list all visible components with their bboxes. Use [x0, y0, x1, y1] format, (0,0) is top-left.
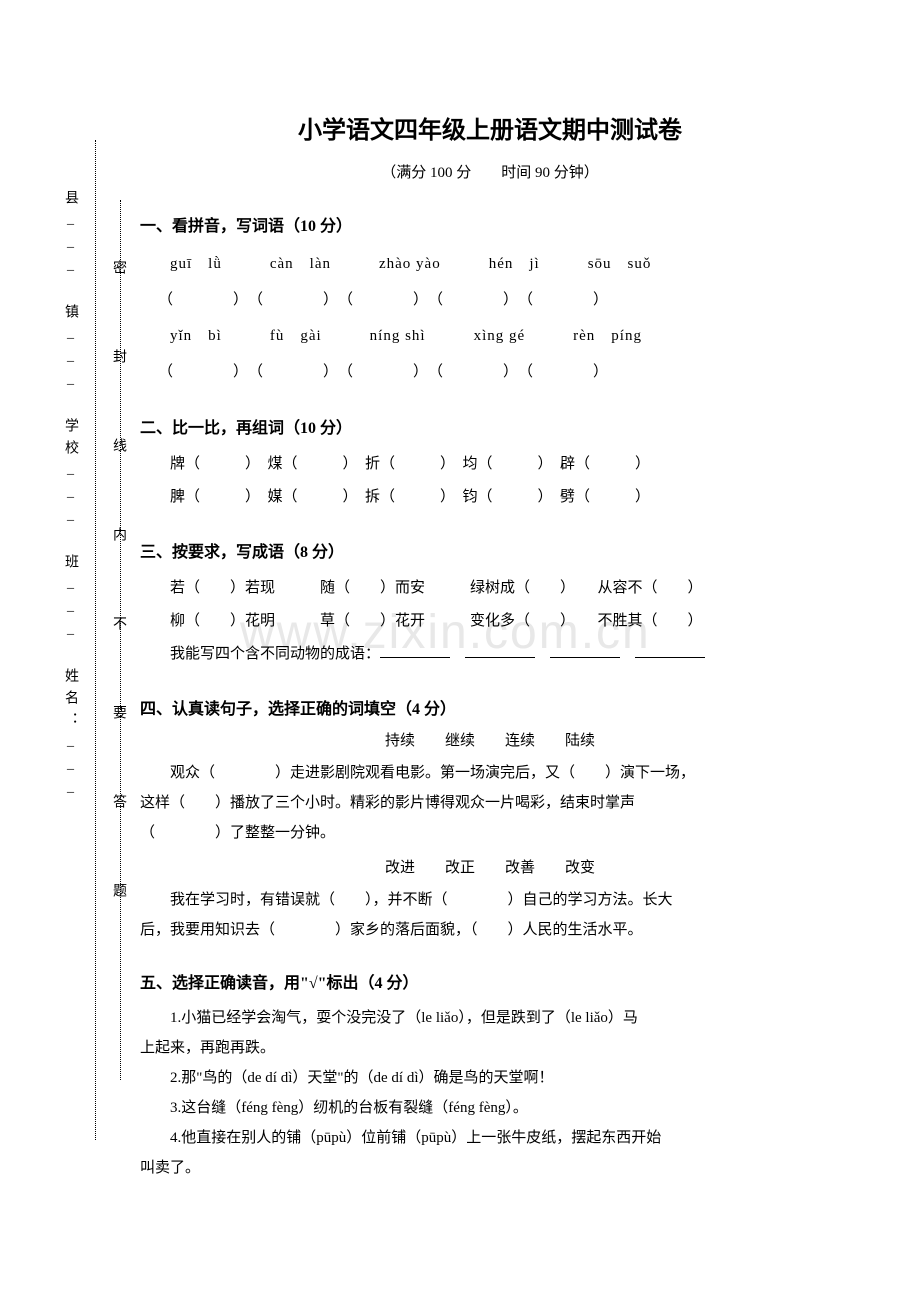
s3-row2: 柳（ ）花明 草（ ）花开 变化多（ ） 不胜其（ ） — [170, 605, 840, 638]
s1-paren-row2: （ ） （ ） （ ） （ ） （ ） — [158, 354, 840, 390]
s5-item4: 4.他直接在别人的铺（pūpù）位前铺（pūpù）上一张牛皮纸，摆起东西开始 — [140, 1123, 840, 1153]
s4-words1: 持续 继续 连续 陆续 — [140, 729, 840, 750]
label-class: 班 — [63, 554, 78, 576]
label-school: 学校 — [63, 418, 78, 462]
s1-paren-row1: （ ） （ ） （ ） （ ） （ ） — [158, 282, 840, 318]
s3-note: 我能写四个含不同动物的成语： — [170, 638, 840, 671]
page-subtitle: （满分 100 分 时间 90 分钟） — [140, 161, 840, 182]
section-3-header: 三、按要求，写成语（8 分） — [140, 538, 840, 562]
blank-1 — [380, 657, 450, 658]
label-county: 县 — [63, 190, 78, 212]
section-1-header: 一、看拼音，写词语（10 分） — [140, 212, 840, 236]
blank-4 — [635, 657, 705, 658]
binding-edge: 县___ 镇___ 学校___ 班___ 姓名：___ 密 封 线 内 不 要 … — [60, 140, 130, 1140]
binding-outer-labels: 县___ 镇___ 学校___ 班___ 姓名：___ — [60, 190, 80, 803]
section-5-header: 五、选择正确读音，用"√"标出（4 分） — [140, 969, 840, 993]
section-4-header: 四、认真读句子，选择正确的词填空（4 分） — [140, 695, 840, 719]
s4-p1a: 观众（ ）走进影剧院观看电影。第一场演完后，又（ ）演下一场， — [140, 758, 840, 788]
s3-note-text: 我能写四个含不同动物的成语： — [170, 646, 380, 662]
s3-row1: 若（ ）若现 随（ ）而安 绿树成（ ） 从容不（ ） — [170, 572, 840, 605]
s4-words2: 改进 改正 改善 改变 — [140, 856, 840, 877]
s1-pinyin-row1: guī lǜ càn làn zhào yào hén jì sōu suǒ — [170, 246, 840, 282]
s5-item1: 1.小猫已经学会淘气，耍个没完没了（le liǎo），但是跌到了（le liǎo… — [140, 1003, 840, 1033]
blank-3 — [550, 657, 620, 658]
document-content: 小学语文四年级上册语文期中测试卷 （满分 100 分 时间 90 分钟） 一、看… — [140, 110, 840, 1183]
s4-p2a: 我在学习时，有错误就（ ），并不断（ ）自己的学习方法。长大 — [140, 885, 840, 915]
s5-item3: 3.这台缝（féng fèng）纫机的台板有裂缝（féng fèng）。 — [140, 1093, 840, 1123]
s4-p1c: （ ）了整整一分钟。 — [140, 818, 840, 848]
blank-2 — [465, 657, 535, 658]
page-title: 小学语文四年级上册语文期中测试卷 — [140, 110, 840, 145]
s5-item2: 2.那"鸟的（de dí dì）天堂"的（de dí dì）确是鸟的天堂啊！ — [140, 1063, 840, 1093]
binding-inner-labels: 密 封 线 内 不 要 答 题 — [108, 260, 128, 927]
s5-item4b: 叫卖了。 — [140, 1153, 840, 1183]
s5-item1b: 上起来，再跑再跌。 — [140, 1033, 840, 1063]
label-name: 姓名： — [63, 668, 78, 734]
s2-row1: 牌（ ） 煤（ ） 折（ ） 均（ ） 辟（ ） — [170, 448, 840, 481]
s4-p2b: 后，我要用知识去（ ）家乡的落后面貌，（ ）人民的生活水平。 — [140, 915, 840, 945]
label-town: 镇 — [63, 304, 78, 326]
s2-row2: 脾（ ） 媒（ ） 拆（ ） 钧（ ） 劈（ ） — [170, 481, 840, 514]
dotted-line-1 — [95, 140, 96, 1140]
s4-p1b: 这样（ ）播放了三个小时。精彩的影片博得观众一片喝彩，结束时掌声 — [140, 788, 840, 818]
s1-pinyin-row2: yǐn bì fù gài níng shì xìng gé rèn píng — [170, 318, 840, 354]
section-2-header: 二、比一比，再组词（10 分） — [140, 414, 840, 438]
